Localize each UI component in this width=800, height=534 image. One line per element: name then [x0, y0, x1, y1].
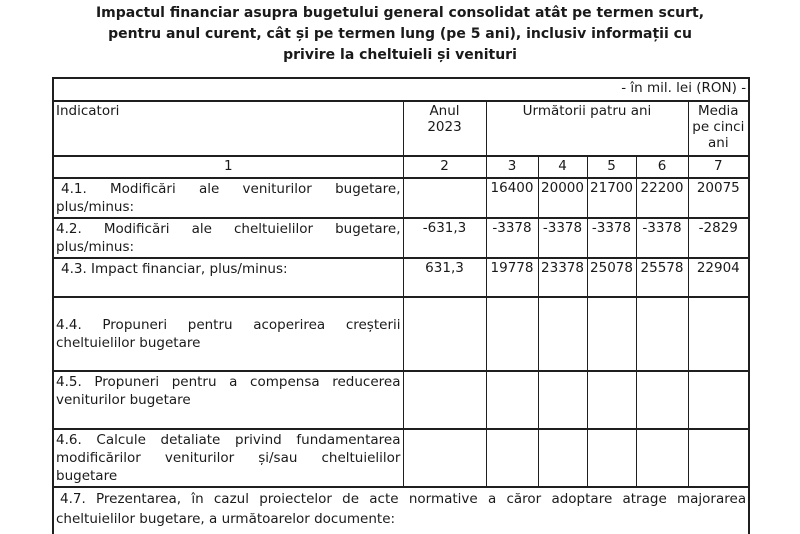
value-cell: -2829 — [687, 217, 750, 259]
col-header-indicatori: Indicatori — [52, 100, 404, 157]
unit-note-row: - în mil. lei (RON) - — [52, 77, 750, 102]
table-row-4-1: 4.1. Modificări ale veniturilor bugetare… — [52, 177, 750, 219]
column-number-2: 2 — [402, 155, 487, 179]
value-cell: 25078 — [586, 257, 637, 298]
col-header-urmatorii-patru-ani: Următorii patru ani — [485, 100, 689, 157]
value-cell: -3378 — [537, 217, 588, 259]
table-row-4-3: 4.3. Impact financiar, plus/minus: 631,3… — [52, 257, 750, 298]
col-header-anul-2023: Anul 2023 — [402, 100, 487, 157]
row-label-4-3: 4.3. Impact financiar, plus/minus: — [52, 257, 404, 298]
value-cell — [586, 428, 637, 488]
unit-note: - în mil. lei (RON) - — [52, 77, 750, 102]
row-label-4-2: 4.2. Modificări ale cheltuielilor bugeta… — [52, 217, 404, 259]
value-cell — [586, 296, 637, 372]
column-numbers-row: 1 2 3 4 5 6 7 — [52, 155, 750, 179]
footer-note-4-7: 4.7. Prezentarea, în cazul proiectelor d… — [52, 486, 750, 534]
value-cell: 19778 — [485, 257, 539, 298]
value-cell — [635, 370, 689, 430]
value-cell: 22904 — [687, 257, 750, 298]
row-label-4-5: 4.5. Propuneri pentru a compensa reducer… — [52, 370, 404, 430]
value-cell — [586, 370, 637, 430]
value-cell — [635, 428, 689, 488]
value-cell — [485, 428, 539, 488]
document-title: Impactul financiar asupra bugetului gene… — [0, 3, 800, 66]
table-row-4-4: 4.4. Propuneri pentru acoperirea creșter… — [52, 296, 750, 372]
value-cell: 22200 — [635, 177, 689, 219]
value-cell — [402, 428, 487, 488]
table-row-4-7: 4.7. Prezentarea, în cazul proiectelor d… — [52, 486, 750, 534]
column-number-4: 4 — [537, 155, 588, 179]
value-cell — [537, 428, 588, 488]
value-cell — [537, 296, 588, 372]
col-header-media-cinci-ani: Media pe cinci ani — [687, 100, 750, 157]
value-cell — [485, 370, 539, 430]
value-cell — [687, 296, 750, 372]
value-cell: 631,3 — [402, 257, 487, 298]
value-cell — [402, 296, 487, 372]
value-cell — [635, 296, 689, 372]
value-cell: 23378 — [537, 257, 588, 298]
table-row-4-5: 4.5. Propuneri pentru a compensa reducer… — [52, 370, 750, 430]
value-cell — [537, 370, 588, 430]
value-cell: -3378 — [485, 217, 539, 259]
value-cell: 20000 — [537, 177, 588, 219]
header-row: Indicatori Anul 2023 Următorii patru ani… — [52, 100, 750, 157]
row-label-4-4: 4.4. Propuneri pentru acoperirea creșter… — [52, 296, 404, 372]
value-cell — [402, 370, 487, 430]
value-cell — [485, 296, 539, 372]
column-number-3: 3 — [485, 155, 539, 179]
title-line-3: privire la cheltuieli și venituri — [283, 47, 517, 63]
row-label-4-6: 4.6. Calcule detaliate privind fundament… — [52, 428, 404, 488]
column-number-6: 6 — [635, 155, 689, 179]
value-cell: 16400 — [485, 177, 539, 219]
value-cell: -3378 — [586, 217, 637, 259]
title-line-2: pentru anul curent, cât și pe termen lun… — [108, 26, 692, 42]
value-cell: 20075 — [687, 177, 750, 219]
value-cell: 21700 — [586, 177, 637, 219]
table-row-4-6: 4.6. Calcule detaliate privind fundament… — [52, 428, 750, 488]
column-number-7: 7 — [687, 155, 750, 179]
value-cell: 25578 — [635, 257, 689, 298]
value-cell — [687, 428, 750, 488]
row-label-4-1: 4.1. Modificări ale veniturilor bugetare… — [52, 177, 404, 219]
column-number-5: 5 — [586, 155, 637, 179]
value-cell — [402, 177, 487, 219]
value-cell: -631,3 — [402, 217, 487, 259]
value-cell — [687, 370, 750, 430]
financial-impact-table: - în mil. lei (RON) - Indicatori Anul 20… — [52, 77, 751, 534]
title-line-1: Impactul financiar asupra bugetului gene… — [95, 5, 705, 21]
column-number-1: 1 — [52, 155, 404, 179]
table-row-4-2: 4.2. Modificări ale cheltuielilor bugeta… — [52, 217, 750, 259]
value-cell: -3378 — [635, 217, 689, 259]
